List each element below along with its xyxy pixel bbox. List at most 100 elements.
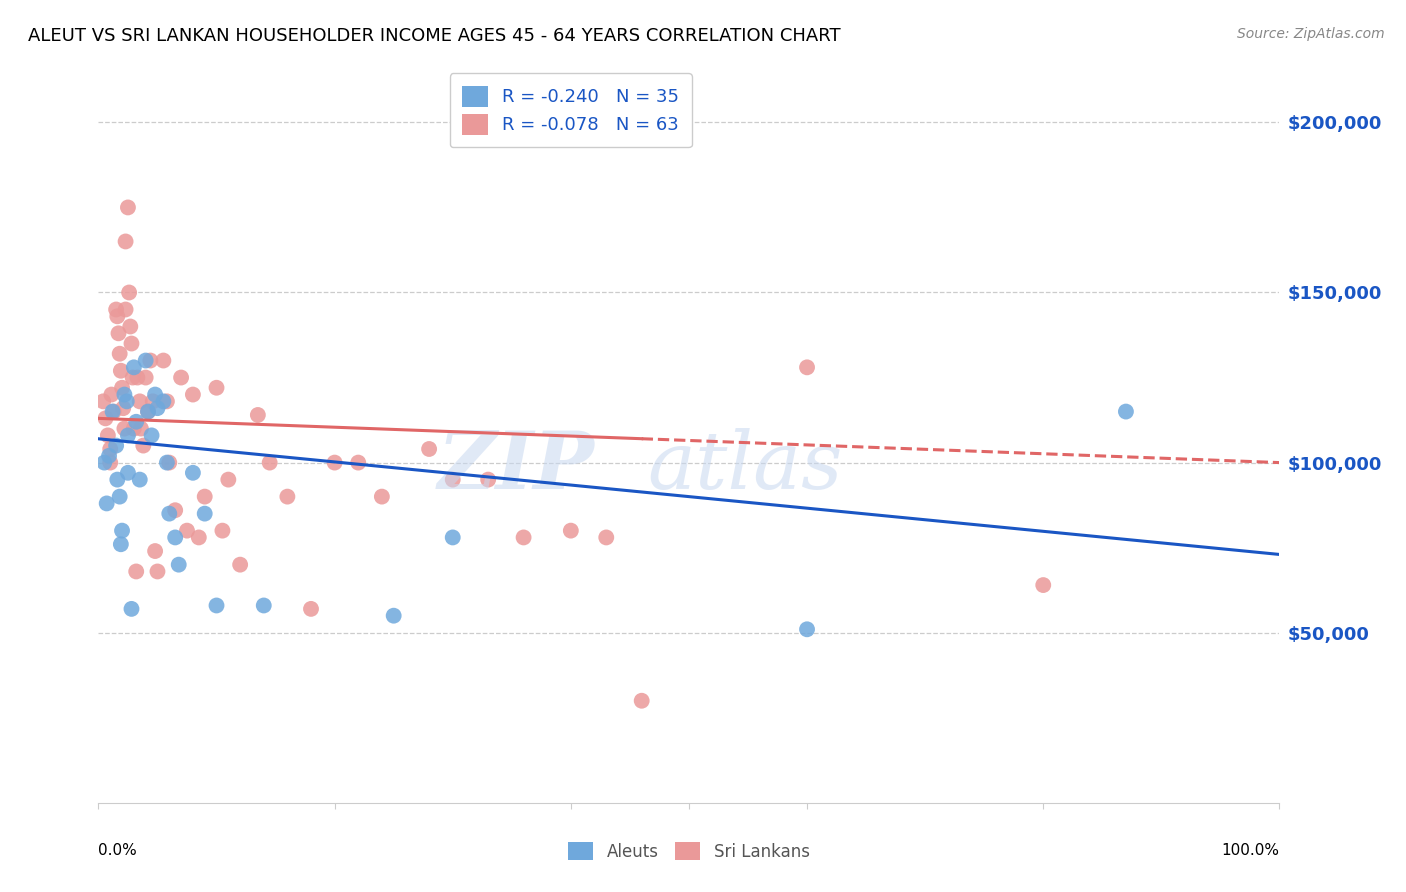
Point bbox=[347, 456, 370, 470]
Point bbox=[157, 456, 180, 470]
Point bbox=[323, 456, 346, 470]
Point bbox=[135, 353, 157, 368]
Point bbox=[101, 404, 124, 418]
Point bbox=[276, 490, 298, 504]
Point bbox=[796, 622, 818, 636]
Point bbox=[112, 401, 135, 416]
Point bbox=[105, 302, 128, 317]
Point bbox=[120, 319, 142, 334]
Point bbox=[217, 473, 239, 487]
Point bbox=[143, 387, 166, 401]
Text: ZIP: ZIP bbox=[437, 427, 595, 505]
Point bbox=[142, 394, 165, 409]
Text: 0.0%: 0.0% bbox=[98, 843, 138, 858]
Point bbox=[125, 565, 148, 579]
Point bbox=[114, 302, 136, 317]
Point bbox=[157, 507, 180, 521]
Point bbox=[96, 496, 118, 510]
Point bbox=[111, 381, 134, 395]
Point bbox=[630, 694, 652, 708]
Point bbox=[110, 364, 132, 378]
Point bbox=[418, 442, 440, 456]
Point bbox=[117, 201, 139, 215]
Point bbox=[105, 439, 128, 453]
Point bbox=[441, 531, 464, 545]
Point bbox=[187, 531, 209, 545]
Point bbox=[107, 326, 129, 341]
Point bbox=[167, 558, 190, 572]
Point bbox=[100, 387, 122, 401]
Point bbox=[371, 490, 394, 504]
Point bbox=[111, 524, 134, 538]
Point bbox=[170, 370, 193, 384]
Point bbox=[98, 456, 121, 470]
Point bbox=[143, 544, 166, 558]
Point bbox=[136, 404, 159, 418]
Point bbox=[152, 353, 174, 368]
Point bbox=[181, 387, 204, 401]
Point bbox=[194, 507, 217, 521]
Point bbox=[103, 404, 125, 418]
Point bbox=[181, 466, 204, 480]
Point bbox=[129, 421, 152, 435]
Point bbox=[211, 524, 233, 538]
Text: atlas: atlas bbox=[647, 427, 842, 505]
Point bbox=[205, 381, 228, 395]
Point bbox=[382, 608, 405, 623]
Point bbox=[105, 473, 128, 487]
Point bbox=[118, 285, 141, 300]
Point bbox=[108, 490, 131, 504]
Text: ALEUT VS SRI LANKAN HOUSEHOLDER INCOME AGES 45 - 64 YEARS CORRELATION CHART: ALEUT VS SRI LANKAN HOUSEHOLDER INCOME A… bbox=[28, 27, 841, 45]
Point bbox=[115, 394, 138, 409]
Point bbox=[246, 408, 269, 422]
Point bbox=[117, 466, 139, 480]
Point bbox=[110, 537, 132, 551]
Legend: Aleuts, Sri Lankans: Aleuts, Sri Lankans bbox=[561, 836, 817, 868]
Point bbox=[560, 524, 582, 538]
Point bbox=[128, 473, 150, 487]
Point bbox=[146, 401, 169, 416]
Point bbox=[176, 524, 198, 538]
Point bbox=[122, 421, 145, 435]
Point bbox=[132, 439, 155, 453]
Point bbox=[127, 370, 149, 384]
Point bbox=[121, 336, 143, 351]
Point bbox=[97, 428, 120, 442]
Point bbox=[98, 449, 121, 463]
Text: 100.0%: 100.0% bbox=[1222, 843, 1279, 858]
Point bbox=[512, 531, 534, 545]
Point bbox=[122, 360, 145, 375]
Point bbox=[194, 490, 217, 504]
Point bbox=[114, 235, 136, 249]
Point bbox=[112, 421, 135, 435]
Point bbox=[112, 387, 135, 401]
Point bbox=[205, 599, 228, 613]
Point bbox=[156, 456, 179, 470]
Point bbox=[477, 473, 499, 487]
Point bbox=[1115, 404, 1137, 418]
Point bbox=[253, 599, 276, 613]
Point bbox=[105, 310, 128, 324]
Point bbox=[152, 394, 174, 409]
Point bbox=[441, 473, 464, 487]
Point bbox=[146, 565, 169, 579]
Point bbox=[94, 411, 117, 425]
Point bbox=[108, 347, 131, 361]
Point bbox=[165, 503, 187, 517]
Point bbox=[595, 531, 617, 545]
Point bbox=[91, 394, 114, 409]
Point bbox=[299, 602, 322, 616]
Point bbox=[93, 456, 115, 470]
Point bbox=[165, 531, 187, 545]
Point bbox=[121, 370, 143, 384]
Point bbox=[125, 415, 148, 429]
Point bbox=[128, 394, 150, 409]
Point bbox=[156, 394, 179, 409]
Point bbox=[796, 360, 818, 375]
Point bbox=[1032, 578, 1054, 592]
Point bbox=[117, 428, 139, 442]
Text: Source: ZipAtlas.com: Source: ZipAtlas.com bbox=[1237, 27, 1385, 41]
Point bbox=[139, 353, 162, 368]
Point bbox=[141, 428, 163, 442]
Point bbox=[135, 370, 157, 384]
